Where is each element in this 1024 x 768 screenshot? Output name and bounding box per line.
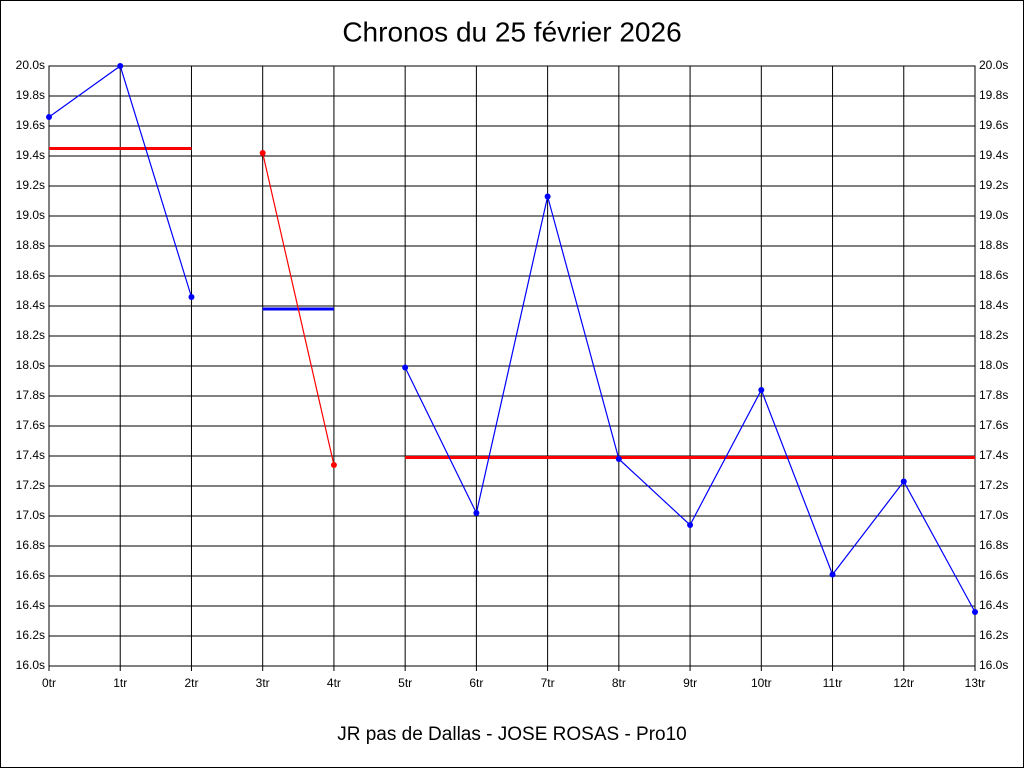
x-tick-label: 2tr <box>184 676 198 690</box>
x-tick-label: 8tr <box>612 676 626 690</box>
data-point <box>687 522 694 528</box>
y-tick-label: 18.2s <box>16 328 45 342</box>
y-tick-label: 19.6s <box>16 118 45 132</box>
data-point <box>544 193 551 200</box>
y-tick-label-right: 17.4s <box>979 448 1008 462</box>
y-tick-label: 18.8s <box>16 238 45 252</box>
chart-subtitle: JR pas de Dallas - JOSE ROSAS - Pro10 <box>337 724 687 745</box>
y-tick-label: 18.6s <box>16 268 45 282</box>
y-tick-label: 16.0s <box>16 658 45 672</box>
y-tick-label: 16.6s <box>16 568 45 582</box>
y-tick-label: 17.0s <box>16 508 45 522</box>
x-tick-label: 13tr <box>965 676 986 690</box>
y-tick-label-right: 20.0s <box>979 58 1008 72</box>
data-point <box>188 294 195 300</box>
y-tick-label-right: 16.8s <box>979 538 1008 552</box>
x-tick-label: 5tr <box>398 676 412 690</box>
y-tick-label: 20.0s <box>16 58 45 72</box>
y-tick-label-right: 19.2s <box>979 178 1008 192</box>
x-tick-label: 3tr <box>256 676 270 690</box>
y-tick-label: 17.2s <box>16 478 45 492</box>
y-tick-label-right: 17.6s <box>979 418 1008 432</box>
data-point <box>615 456 622 462</box>
chart-title: Chronos du 25 février 2026 <box>342 16 681 47</box>
x-tick-label: 0tr <box>42 676 56 690</box>
y-tick-label: 19.2s <box>16 178 45 192</box>
x-tick-label: 12tr <box>893 676 914 690</box>
data-point <box>117 63 124 69</box>
y-tick-label-right: 19.8s <box>979 88 1008 102</box>
y-tick-label-right: 18.0s <box>979 358 1008 372</box>
y-tick-label: 16.2s <box>16 628 45 642</box>
y-tick-label: 17.6s <box>16 418 45 432</box>
y-tick-label-right: 16.6s <box>979 568 1008 582</box>
data-point <box>900 478 907 485</box>
y-tick-label: 19.0s <box>16 208 45 222</box>
y-tick-label: 17.8s <box>16 388 45 402</box>
plot-border <box>48 65 976 667</box>
y-tick-label-right: 16.0s <box>979 658 1008 672</box>
data-point <box>402 364 409 371</box>
y-tick-label: 18.0s <box>16 358 45 372</box>
y-tick-label-right: 17.2s <box>979 478 1008 492</box>
x-tick-label: 9tr <box>683 676 697 690</box>
x-tick-label: 4tr <box>327 676 341 690</box>
y-tick-label: 19.8s <box>16 88 45 102</box>
data-point <box>259 150 266 156</box>
data-point <box>46 114 52 120</box>
data-point <box>758 387 765 393</box>
y-tick-label: 19.4s <box>16 148 45 162</box>
y-tick-label-right: 16.2s <box>979 628 1008 642</box>
x-tick-label: 7tr <box>541 676 555 690</box>
y-tick-label-right: 18.8s <box>979 238 1008 252</box>
y-tick-label: 17.4s <box>16 448 45 462</box>
data-point <box>972 609 978 615</box>
y-tick-label-right: 19.4s <box>979 148 1008 162</box>
y-tick-label: 18.4s <box>16 298 45 312</box>
y-tick-label-right: 18.6s <box>979 268 1008 282</box>
y-tick-label-right: 17.8s <box>979 388 1008 402</box>
y-tick-label-right: 16.4s <box>979 598 1008 612</box>
data-point <box>829 571 836 578</box>
y-tick-label-right: 19.0s <box>979 208 1008 222</box>
y-tick-label-right: 18.2s <box>979 328 1008 342</box>
data-point <box>330 462 337 468</box>
data-point <box>473 510 480 516</box>
y-tick-label-right: 18.4s <box>979 298 1008 312</box>
x-tick-label: 10tr <box>751 676 772 690</box>
y-tick-label: 16.4s <box>16 598 45 612</box>
y-tick-label-right: 17.0s <box>979 508 1008 522</box>
x-tick-label: 6tr <box>469 676 483 690</box>
series-line <box>262 152 335 466</box>
x-tick-label: 1tr <box>113 676 127 690</box>
x-tick-label: 11tr <box>823 676 843 690</box>
y-tick-label: 16.8s <box>16 538 45 552</box>
y-tick-label-right: 19.6s <box>979 118 1008 132</box>
